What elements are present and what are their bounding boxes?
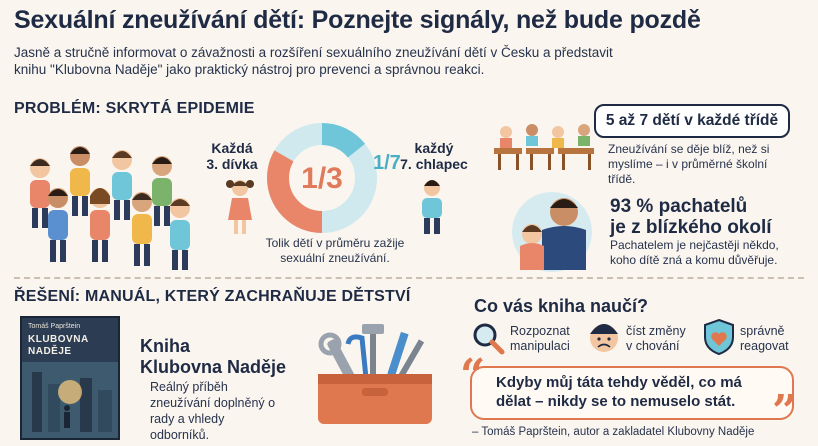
intro-text: Jasně a stručně informovat o závažnosti …	[14, 45, 613, 77]
donut-center-label: 1/3	[301, 162, 343, 195]
learn-item-2: číst změny v chování	[626, 324, 686, 353]
girls-stat-label: Každá 3. dívka	[206, 140, 258, 172]
girl-figure-icon	[226, 180, 254, 234]
child-figure	[30, 158, 50, 228]
donut-caption: Tolik dětí v průměru zažije sexuální zne…	[265, 236, 405, 265]
solution-heading: ŘEŠENÍ: MANUÁL, KTERÝ ZACHRAŇUJE DĚTSTVÍ	[14, 288, 411, 305]
book-cover: Tomáš Paprštein KLUBOVNA NADĚJE	[20, 316, 120, 440]
class-count-callout: 5 až 7 dětí v každé třídě	[594, 104, 790, 138]
children-group-illustration	[30, 146, 190, 270]
donut-chart: 1/3	[267, 123, 377, 233]
book-description: Reálný příběh zneužívání doplněný o rady…	[150, 380, 276, 442]
book-cover-author: Tomáš Paprštein	[28, 323, 81, 330]
classroom-illustration	[494, 124, 594, 170]
book-cover-title: KLUBOVNA NADĚJE	[28, 334, 89, 357]
book-title: Kniha Klubovna Naděje	[140, 336, 287, 377]
sad-child-icon	[590, 324, 618, 352]
section-divider	[14, 277, 804, 279]
toolbox-icon	[318, 324, 432, 424]
page-title: Sexuální zneužívání dětí: Poznejte signá…	[14, 6, 701, 34]
quote-author: – Tomáš Paprštein, autor a zakladatel Kl…	[472, 426, 755, 438]
problem-heading: PROBLÉM: SKRYTÁ EPIDEMIE	[14, 100, 255, 117]
learn-item-3: správně reagovat	[740, 324, 789, 353]
perpetrator-title: 93 % pachatelů je z blízkého okolí	[610, 196, 772, 238]
adult-child-illustration	[512, 192, 592, 272]
donut-girls-segment	[267, 123, 377, 233]
donut-side-label: 1/7	[373, 152, 401, 174]
quote-text: Kdyby můj táta tehdy věděl, co má dělat …	[496, 374, 742, 410]
shield-heart-icon	[704, 318, 734, 356]
book-cover-art	[22, 362, 118, 438]
magnifier-icon	[473, 323, 505, 355]
boys-stat-label: každý 7. chlapec	[400, 140, 468, 172]
learn-item-1: Rozpoznat manipulaci	[510, 324, 570, 353]
boy-figure-icon	[422, 180, 442, 234]
quote-open-mark: “	[460, 350, 486, 401]
perpetrator-note: Pachatelem je nejčastěji někdo, koho dít…	[610, 238, 779, 267]
quote-close-mark: ”	[772, 386, 798, 437]
class-note: Zneužívání se děje blíž, než si myslíme …	[608, 142, 770, 186]
donut-boys-segment	[267, 123, 377, 233]
learn-heading: Co vás kniha naučí?	[474, 296, 649, 316]
quote-box	[470, 366, 794, 420]
